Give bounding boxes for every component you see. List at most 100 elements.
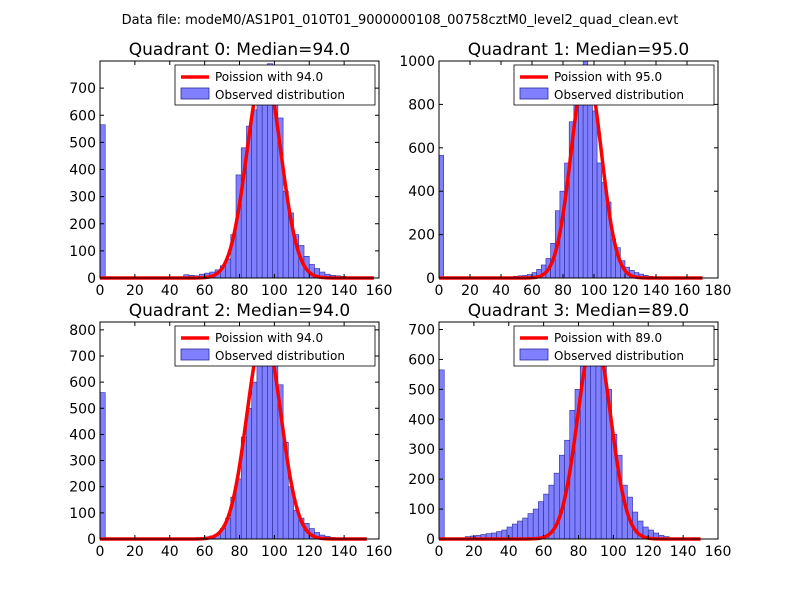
legend-bar-label: Observed distribution — [554, 88, 684, 102]
y-tick-label: 300 — [69, 454, 96, 470]
chart-panel-0: Quadrant 0: Median=94.0 0 20 40 60 80 100 120 14… — [69, 40, 392, 299]
x-tick-label: 100 — [261, 283, 288, 299]
x-tick-label: 160 — [366, 544, 393, 560]
x-tick-label: 100 — [261, 544, 288, 560]
y-tick-label: 700 — [408, 322, 435, 338]
legend: Poission with 94.0 Observed distribution — [174, 64, 376, 106]
y-tick-label: 400 — [69, 163, 96, 179]
x-tick-label: 120 — [296, 544, 323, 560]
x-tick-label: 140 — [331, 544, 358, 560]
x-tick-label: 60 — [196, 544, 214, 560]
x-tick-label: 80 — [554, 283, 572, 299]
x-tick-label: 100 — [581, 283, 608, 299]
y-tick-label: 0 — [87, 271, 96, 287]
legend-line-label: Poission with 95.0 — [554, 70, 662, 84]
y-tick-label: 400 — [69, 427, 96, 443]
x-tick-label: 180 — [705, 283, 732, 299]
x-tick-label: 20 — [126, 544, 144, 560]
histogram-bar — [438, 369, 445, 540]
legend-bar-swatch — [180, 348, 210, 361]
chart-title: Quadrant 1: Median=95.0 — [468, 40, 690, 60]
legend-bar-label: Observed distribution — [215, 349, 345, 363]
y-tick-label: 200 — [69, 480, 96, 496]
chart-panel-3: Quadrant 3: Median=89.0 0 20 40 60 80 100 120 14… — [408, 301, 731, 560]
y-tick-label: 600 — [408, 352, 435, 368]
chart-title: Quadrant 0: Median=94.0 — [129, 40, 351, 60]
legend-line-label: Poission with 94.0 — [215, 331, 323, 345]
y-tick-label: 100 — [69, 244, 96, 260]
y-tick-label: 0 — [87, 532, 96, 548]
histogram-bar — [511, 523, 518, 540]
x-tick-label: 80 — [231, 283, 249, 299]
x-tick-label: 160 — [705, 544, 732, 560]
histogram-bar — [251, 109, 258, 279]
histogram-bar — [251, 381, 258, 540]
y-tick-label: 800 — [69, 323, 96, 339]
y-tick-label: 200 — [69, 217, 96, 233]
x-tick-label: 0 — [96, 283, 105, 299]
histogram-bar — [522, 517, 529, 540]
legend-line-label: Poission with 94.0 — [215, 70, 323, 84]
x-tick-label: 120 — [612, 283, 639, 299]
x-tick-label: 0 — [435, 283, 444, 299]
histogram-bars — [99, 63, 352, 279]
y-tick-label: 500 — [69, 135, 96, 151]
x-tick-label: 80 — [231, 544, 249, 560]
y-tick-label: 600 — [408, 141, 435, 157]
chart-title: Quadrant 3: Median=89.0 — [468, 301, 690, 321]
x-tick-label: 80 — [570, 544, 588, 560]
histogram-bar — [585, 347, 592, 540]
x-tick-label: 60 — [196, 283, 214, 299]
legend-bar-swatch — [519, 87, 549, 100]
histogram-bar — [99, 392, 106, 540]
histogram-bar — [592, 110, 598, 279]
legend-bar-label: Observed distribution — [554, 349, 684, 363]
histogram-bar — [256, 90, 263, 279]
histogram-bar — [538, 501, 544, 540]
histogram-bar — [438, 155, 444, 279]
y-tick-label: 0 — [426, 271, 435, 287]
y-tick-label: 800 — [408, 97, 435, 113]
x-tick-label: 120 — [635, 544, 662, 560]
histogram-bar — [517, 520, 523, 540]
x-tick-label: 140 — [670, 544, 697, 560]
x-tick-label: 40 — [161, 544, 179, 560]
y-tick-label: 400 — [408, 184, 435, 200]
y-tick-label: 1000 — [399, 54, 435, 70]
y-tick-label: 100 — [408, 502, 435, 518]
x-tick-label: 60 — [523, 283, 541, 299]
legend-bar-label: Observed distribution — [215, 88, 345, 102]
histogram-bar — [527, 513, 534, 540]
x-tick-label: 40 — [492, 283, 510, 299]
legend: Poission with 94.0 Observed distribution — [174, 325, 376, 367]
x-tick-label: 160 — [674, 283, 701, 299]
histogram-bar — [543, 493, 550, 540]
y-tick-label: 700 — [69, 349, 96, 365]
x-tick-label: 20 — [461, 283, 479, 299]
y-tick-label: 300 — [408, 442, 435, 458]
x-tick-label: 20 — [126, 283, 144, 299]
histogram-bar — [256, 358, 263, 540]
histogram-bar — [261, 350, 268, 540]
x-tick-label: 140 — [643, 283, 670, 299]
chart-panel-1: Quadrant 1: Median=95.0 0 20 40 60 80 100 120 14… — [399, 40, 731, 299]
figure-title: Data file: modeM0/AS1P01_010T01_90000001… — [122, 13, 679, 28]
x-tick-label: 20 — [465, 544, 483, 560]
y-tick-label: 300 — [69, 190, 96, 206]
y-tick-label: 200 — [408, 472, 435, 488]
y-tick-label: 400 — [408, 412, 435, 428]
y-tick-label: 600 — [69, 375, 96, 391]
x-tick-label: 40 — [500, 544, 518, 560]
x-tick-label: 60 — [535, 544, 553, 560]
histogram-bar — [595, 344, 602, 540]
legend-bar-swatch — [519, 348, 549, 361]
x-tick-label: 120 — [296, 283, 323, 299]
x-tick-label: 0 — [435, 544, 444, 560]
histogram-bar — [578, 82, 584, 279]
histogram-bar — [246, 407, 253, 540]
histogram-bar — [587, 82, 593, 279]
y-tick-label: 700 — [69, 81, 96, 97]
legend-bar-swatch — [180, 87, 210, 100]
y-tick-label: 600 — [69, 108, 96, 124]
